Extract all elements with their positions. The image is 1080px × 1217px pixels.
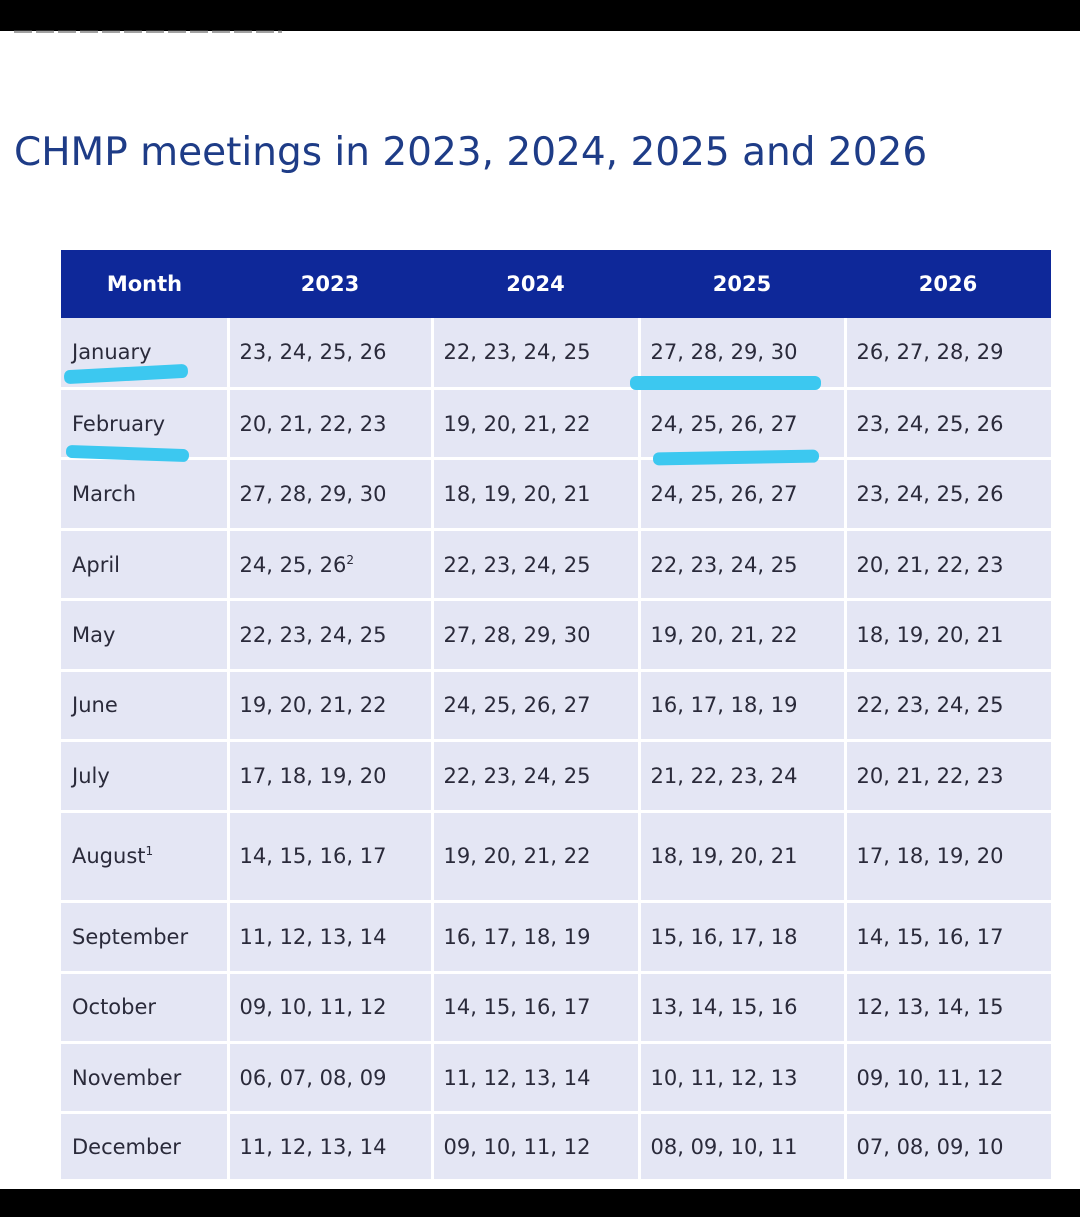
month-cell: June: [61, 668, 230, 743]
dates-2026: 20, 21, 22, 23: [843, 527, 1051, 602]
table-row: March 27, 28, 29, 30 18, 19, 20, 21 24, …: [61, 457, 1051, 531]
dates-2026: 14, 15, 16, 17: [843, 900, 1051, 974]
dates-2023: 11, 12, 13, 14: [226, 900, 434, 974]
header-2025: 2025: [639, 250, 845, 318]
meetings-table-container: Month 2023 2024 2025 2026 January 23, 24…: [61, 250, 1051, 1182]
bottom-black-bar: [0, 1189, 1080, 1217]
dates-2025: 21, 22, 23, 24: [637, 739, 847, 813]
dates-2024: 22, 23, 24, 25: [430, 739, 641, 813]
dates-2024: 16, 17, 18, 19: [430, 900, 641, 974]
dates-2023: 14, 15, 16, 17: [226, 809, 434, 904]
table-row: May 22, 23, 24, 25 27, 28, 29, 30 19, 20…: [61, 598, 1051, 672]
month-label: November: [72, 1065, 182, 1090]
dates-2024: 27, 28, 29, 30: [430, 598, 641, 672]
dates-2025: 22, 23, 24, 25: [637, 527, 847, 602]
dates-2024: 18, 19, 20, 21: [430, 457, 641, 531]
month-cell: October: [61, 970, 230, 1045]
dates-2026: 23, 24, 25, 26: [843, 457, 1051, 531]
dates-2023: 11, 12, 13, 14: [226, 1111, 434, 1182]
month-label: January: [72, 340, 152, 365]
month-cell: September: [61, 900, 230, 974]
month-label: August: [72, 844, 146, 869]
table-row: July 17, 18, 19, 20 22, 23, 24, 25 21, 2…: [61, 739, 1051, 813]
dates-2026: 18, 19, 20, 21: [843, 598, 1051, 672]
dates-2024: 11, 12, 13, 14: [430, 1040, 641, 1115]
dates-2025: 19, 20, 21, 22: [637, 598, 847, 672]
table-row: April 24, 25, 262 22, 23, 24, 25 22, 23,…: [61, 527, 1051, 602]
month-label: October: [72, 995, 157, 1020]
table-row: January 23, 24, 25, 26 22, 23, 24, 25 27…: [61, 318, 1051, 390]
dates-2024: 14, 15, 16, 17: [430, 970, 641, 1045]
dates-2025: 13, 14, 15, 16: [637, 970, 847, 1045]
highlight-underline-jan-2025: [630, 376, 821, 390]
month-cell: July: [61, 739, 230, 813]
dates-2023: 19, 20, 21, 22: [226, 668, 434, 743]
dates-2025: 16, 17, 18, 19: [637, 668, 847, 743]
table-row: November 06, 07, 08, 09 11, 12, 13, 14 1…: [61, 1040, 1051, 1115]
dates-2026: 26, 27, 28, 29: [843, 318, 1051, 390]
month-label: July: [72, 763, 110, 788]
dates-2026: 23, 24, 25, 26: [843, 386, 1051, 461]
dates-2025: 24, 25, 26, 27: [637, 386, 847, 461]
dates-2026: 17, 18, 19, 20: [843, 809, 1051, 904]
dates-2025: 24, 25, 26, 27: [637, 457, 847, 531]
month-label: September: [72, 924, 189, 949]
month-cell: March: [61, 457, 230, 531]
dates-2023: 22, 23, 24, 25: [226, 598, 434, 672]
dates-2025: 10, 11, 12, 13: [637, 1040, 847, 1115]
month-cell: May: [61, 598, 230, 672]
dates-2024: 24, 25, 26, 27: [430, 668, 641, 743]
dates-2026: 12, 13, 14, 15: [843, 970, 1051, 1045]
header-2023: 2023: [228, 250, 432, 318]
header-2024: 2024: [432, 250, 639, 318]
table-row: December 11, 12, 13, 14 09, 10, 11, 12 0…: [61, 1111, 1051, 1182]
cropped-header-text: [14, 25, 282, 33]
dates-2023: 27, 28, 29, 30: [226, 457, 434, 531]
month-label: May: [72, 622, 116, 647]
table-row: October 09, 10, 11, 12 14, 15, 16, 17 13…: [61, 970, 1051, 1045]
month-cell: November: [61, 1040, 230, 1115]
header-2026: 2026: [845, 250, 1051, 318]
dates-2023: 17, 18, 19, 20: [226, 739, 434, 813]
dates-2023: 24, 25, 262: [226, 527, 434, 602]
month-cell: August1: [61, 809, 230, 904]
dates-2026: 22, 23, 24, 25: [843, 668, 1051, 743]
table-header-row: Month 2023 2024 2025 2026: [61, 250, 1051, 318]
dates-2024: 22, 23, 24, 25: [430, 318, 641, 390]
month-label: February: [72, 411, 166, 436]
dates-2026: 09, 10, 11, 12: [843, 1040, 1051, 1115]
table-row: February 20, 21, 22, 23 19, 20, 21, 22 2…: [61, 386, 1051, 461]
page-title: CHMP meetings in 2023, 2024, 2025 and 20…: [14, 130, 928, 175]
month-label: April: [72, 552, 120, 577]
footnote-marker: 2: [346, 552, 355, 567]
month-label: March: [72, 482, 137, 507]
month-label: June: [72, 693, 118, 718]
dates-text: 24, 25, 26: [239, 552, 347, 577]
header-month: Month: [61, 250, 228, 318]
footnote-marker: 1: [145, 844, 154, 859]
month-cell: December: [61, 1111, 230, 1182]
dates-2025: 15, 16, 17, 18: [637, 900, 847, 974]
month-cell: April: [61, 527, 230, 602]
dates-2025: 08, 09, 10, 11: [637, 1111, 847, 1182]
dates-2024: 22, 23, 24, 25: [430, 527, 641, 602]
dates-2023: 06, 07, 08, 09: [226, 1040, 434, 1115]
dates-2023: 09, 10, 11, 12: [226, 970, 434, 1045]
dates-2024: 19, 20, 21, 22: [430, 809, 641, 904]
meetings-table: Month 2023 2024 2025 2026 January 23, 24…: [61, 250, 1051, 1182]
dates-2025: 18, 19, 20, 21: [637, 809, 847, 904]
table-row: August1 14, 15, 16, 17 19, 20, 21, 22 18…: [61, 809, 1051, 904]
dates-2026: 20, 21, 22, 23: [843, 739, 1051, 813]
top-black-bar: [0, 0, 1080, 31]
dates-2026: 07, 08, 09, 10: [843, 1111, 1051, 1182]
dates-2023: 23, 24, 25, 26: [226, 318, 434, 390]
table-row: June 19, 20, 21, 22 24, 25, 26, 27 16, 1…: [61, 668, 1051, 743]
dates-2024: 19, 20, 21, 22: [430, 386, 641, 461]
table-row: September 11, 12, 13, 14 16, 17, 18, 19 …: [61, 900, 1051, 974]
dates-2023: 20, 21, 22, 23: [226, 386, 434, 461]
dates-2024: 09, 10, 11, 12: [430, 1111, 641, 1182]
month-label: December: [72, 1134, 181, 1159]
